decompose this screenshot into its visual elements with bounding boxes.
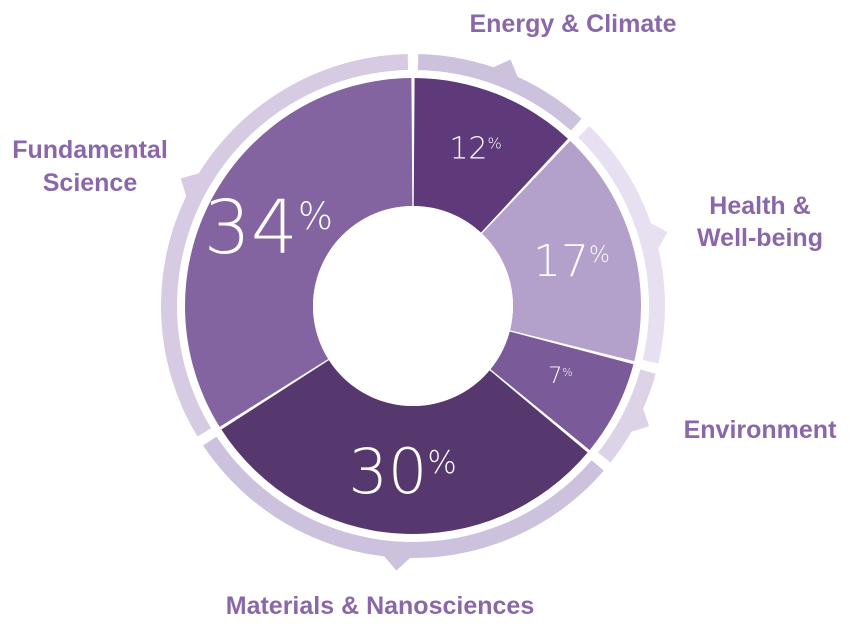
donut-slices [185, 78, 641, 534]
outer-ring [160, 54, 668, 571]
percent-label-environment: 7% [548, 364, 572, 389]
category-labels: Energy & Climate Health & Well-being Enviro… [12, 10, 837, 620]
slice-energy-climate [413, 78, 568, 233]
ring-arrow-materials-nanosciences [383, 555, 412, 571]
ring-arrow-environment [629, 407, 650, 433]
percent-labels: 12% 17% 7% 30% 34% [204, 132, 610, 508]
percent-label-health-well-being: 17% [533, 236, 610, 287]
donut-hole [313, 206, 513, 406]
slice-health-well-being [481, 140, 641, 362]
ring-segment-health-well-being [578, 125, 665, 364]
category-label-energy-climate: Energy & Climate [469, 10, 676, 38]
slice-environment [490, 331, 634, 451]
ring-arrow-energy-climate [492, 59, 519, 79]
category-label-fundamental-science: Fundamental Science [12, 136, 168, 197]
category-label-health-well-being: Health & Well-being [697, 192, 823, 252]
slice-fundamental-science [185, 78, 413, 427]
ring-segment-fundamental-science [160, 54, 409, 437]
percent-label-materials-nanosciences: 30% [348, 435, 456, 508]
ring-segment-materials-nanosciences [203, 436, 604, 559]
ring-segment-energy-climate [417, 54, 582, 131]
ring-arrow-health-well-being [649, 222, 668, 250]
slice-materials-nanosciences [221, 360, 588, 534]
category-label-environment: Environment [684, 416, 837, 444]
ring-segment-environment [597, 369, 656, 463]
ring-arrow-fundamental-science [180, 172, 201, 198]
category-label-materials-nanosciences: Materials & Nanosciences [226, 592, 534, 620]
percent-label-energy-climate: 12% [449, 132, 501, 167]
percent-label-fundamental-science: 34% [204, 185, 333, 271]
